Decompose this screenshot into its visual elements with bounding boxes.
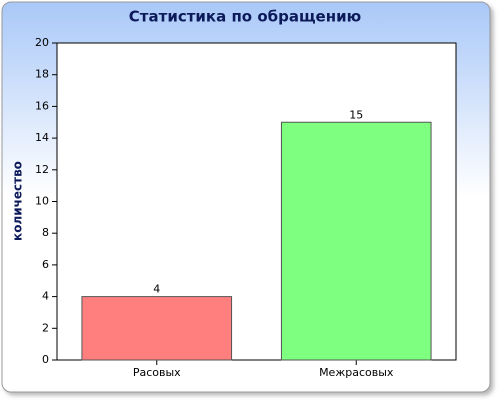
y-tick-label: 6 (42, 258, 49, 271)
y-tick-label: 20 (35, 36, 49, 49)
data-label: 4 (153, 283, 160, 296)
x-tick-label: Расовых (133, 366, 181, 379)
y-tick-label: 12 (35, 163, 49, 176)
bar (280, 121, 432, 361)
y-tick-label: 14 (35, 131, 49, 144)
x-tick-label: Межрасовых (319, 366, 394, 379)
y-tick-label: 2 (42, 321, 49, 334)
y-axis-label: количество (11, 161, 25, 241)
data-label: 15 (349, 108, 363, 121)
y-tick-label: 16 (35, 99, 49, 112)
y-tick-label: 4 (42, 290, 49, 303)
y-tick-label: 0 (42, 353, 49, 366)
bar (81, 296, 233, 361)
chart-title: Статистика по обращению (129, 8, 361, 26)
y-tick-label: 10 (35, 195, 49, 208)
y-tick-label: 18 (35, 68, 49, 81)
y-tick-label: 8 (42, 226, 49, 239)
